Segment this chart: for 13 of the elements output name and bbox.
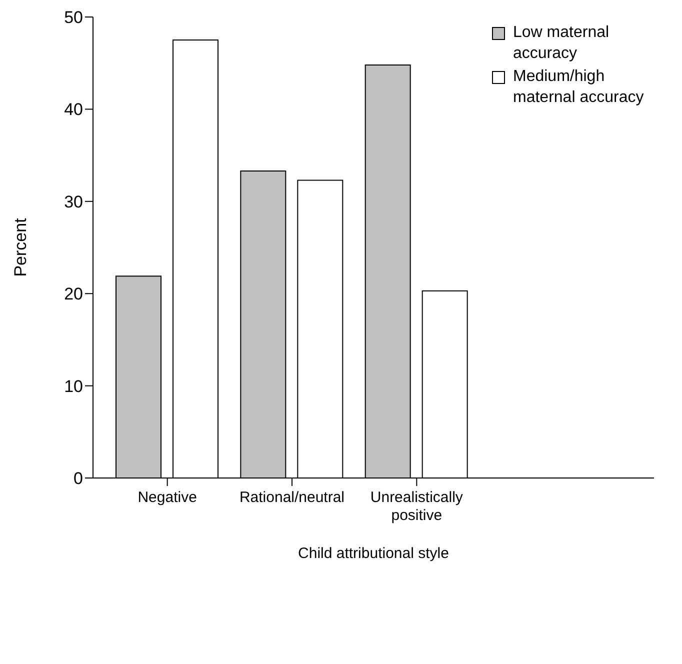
y-tick-label: 30	[64, 192, 83, 212]
x-axis-title: Child attributional style	[298, 545, 449, 562]
y-tick-label: 20	[64, 284, 83, 304]
legend-label: Low maternal accuracy	[513, 23, 610, 64]
x-tick-label: Rational/neutral	[239, 489, 345, 506]
y-tick-label: 10	[64, 376, 83, 396]
x-tick-label: Negative	[138, 489, 197, 506]
x-tick-label: Unrealistically positive	[370, 489, 464, 524]
legend-label: Medium/high maternal accuracy	[513, 67, 645, 108]
y-tick-label: 40	[64, 100, 83, 120]
y-tick-label: 0	[74, 469, 83, 488]
y-tick-label: 50	[64, 8, 83, 28]
y-axis-title: Percent	[11, 218, 30, 277]
